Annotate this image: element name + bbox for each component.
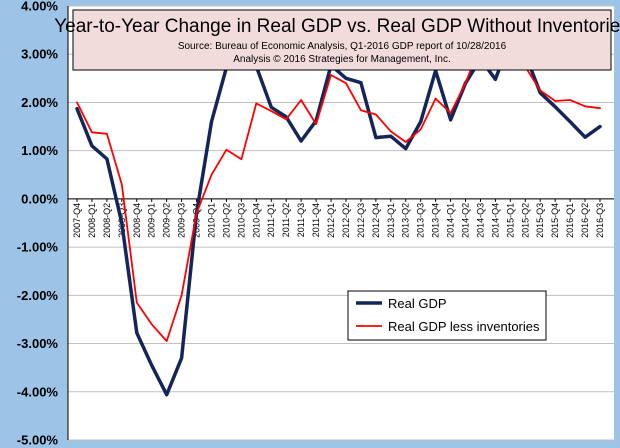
x-tick-label: 2013-Q2 <box>401 203 411 238</box>
x-tick-label: 2013-Q4 <box>431 203 441 238</box>
x-tick-label: 2016-Q1 <box>565 203 575 238</box>
y-tick-label: -4.00% <box>17 384 59 399</box>
x-tick-label: 2011-Q4 <box>311 203 321 237</box>
plot-area <box>68 6 614 440</box>
x-tick-label: 2015-Q2 <box>520 203 530 238</box>
x-tick-label: 2010-Q3 <box>236 203 246 238</box>
x-tick-label: 2009-Q3 <box>177 203 187 238</box>
y-axis-tick-labels: 4.00% 3.00% 2.00% 1.00% 0.00% -1.00% -2.00% -3.… <box>17 0 59 448</box>
x-tick-label: 2011-Q2 <box>281 203 291 237</box>
chart-title: Year-to-Year Change in Real GDP vs. Real… <box>54 16 620 37</box>
y-tick-label: 0.00% <box>21 191 58 206</box>
x-tick-label: 2010-Q1 <box>206 203 216 238</box>
x-tick-label: 2012-Q1 <box>326 203 336 238</box>
legend-box <box>347 290 547 341</box>
x-tick-label: 2011-Q3 <box>296 203 306 237</box>
y-tick-label: -3.00% <box>17 336 59 351</box>
legend: Real GDP Real GDP less inventories <box>347 290 547 341</box>
x-tick-label: 2014-Q4 <box>490 203 500 238</box>
x-tick-label: 2009-Q1 <box>147 203 157 238</box>
y-tick-label: 3.00% <box>21 47 58 62</box>
x-tick-label: 2009-Q2 <box>162 203 172 238</box>
x-tick-label: 2013-Q3 <box>416 203 426 238</box>
y-tick-label: -5.00% <box>17 433 59 448</box>
y-tick-label: -1.00% <box>17 240 59 255</box>
x-tick-label: 2013-Q1 <box>386 203 396 238</box>
x-tick-label: 2014-Q2 <box>461 203 471 238</box>
x-tick-label: 2008-Q1 <box>87 203 97 238</box>
x-tick-label: 2010-Q2 <box>221 203 231 238</box>
chart-subtitle-source: Source: Bureau of Economic Analysis, Q1-… <box>178 41 507 52</box>
y-tick-label: 4.00% <box>21 0 58 14</box>
x-tick-label: 2008-Q4 <box>132 203 142 238</box>
x-tick-label: 2012-Q4 <box>371 203 381 238</box>
x-tick-label: 2015-Q4 <box>550 203 560 238</box>
x-tick-label: 2014-Q3 <box>475 203 485 238</box>
x-tick-label: 2014-Q1 <box>446 203 456 238</box>
chart-title-box: Year-to-Year Change in Real GDP vs. Real… <box>54 9 620 71</box>
x-tick-label: 2011-Q1 <box>266 203 276 237</box>
x-tick-label: 2008-Q2 <box>102 203 112 238</box>
x-tick-label: 2016-Q3 <box>595 203 605 238</box>
y-tick-label: -2.00% <box>17 288 59 303</box>
x-tick-label: 2015-Q3 <box>535 203 545 238</box>
x-tick-label: 2007-Q4 <box>72 203 82 238</box>
y-tick-label: 2.00% <box>21 95 58 110</box>
x-tick-label: 2016-Q2 <box>580 203 590 238</box>
x-tick-label: 2012-Q2 <box>341 203 351 238</box>
chart-subtitle-copyright: Analysis © 2016 Strategies for Managemen… <box>233 54 450 65</box>
y-tick-label: 1.00% <box>21 143 58 158</box>
x-tick-label: 2012-Q3 <box>356 203 366 238</box>
x-tick-label: 2010-Q4 <box>251 203 261 238</box>
legend-label-real-gdp: Real GDP <box>388 296 447 311</box>
legend-label-real-gdp-less-inventories: Real GDP less inventories <box>388 319 540 334</box>
x-tick-label: 2015-Q1 <box>505 203 515 238</box>
title-box-background <box>72 9 612 71</box>
